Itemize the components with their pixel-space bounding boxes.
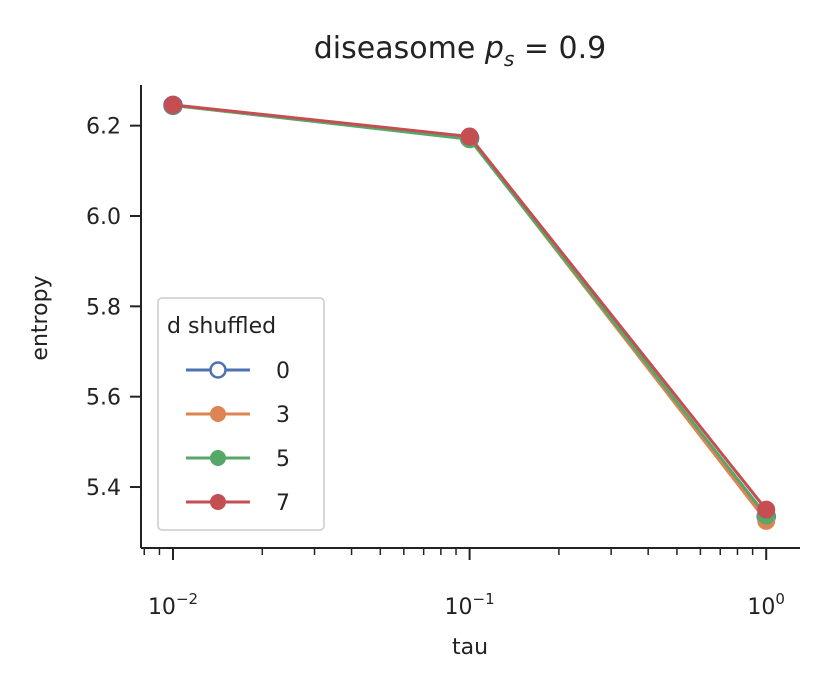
y-tick-label: 6.2 (86, 115, 121, 140)
legend-swatch-marker (210, 406, 226, 422)
series-7-point (164, 95, 183, 114)
y-tick-label: 6.0 (86, 205, 121, 230)
y-axis-label: entropy (28, 275, 53, 360)
y-tick-label: 5.4 (86, 476, 121, 501)
x-tick-label: 10−2 (148, 590, 198, 620)
legend-label: 5 (276, 447, 290, 472)
plot-area (163, 95, 776, 530)
legend: d shuffled 0 3 5 7 (157, 297, 325, 531)
x-tick-label: 100 (747, 590, 785, 620)
series-7-point (460, 127, 479, 146)
y-axis-ticks: 5.4 5.6 5.8 6.0 6.2 (86, 115, 141, 501)
y-tick-label: 5.6 (86, 386, 121, 411)
y-tick-label: 5.8 (86, 295, 121, 320)
series-7-point (757, 500, 776, 519)
legend-label: 0 (276, 359, 290, 384)
chart-title: diseasome ps = 0.9 (314, 31, 606, 71)
legend-title: d shuffled (167, 314, 276, 339)
x-axis-ticks: 10−2 10−1 100 (143, 548, 785, 620)
legend-swatch-marker (210, 450, 226, 466)
legend-label: 3 (276, 403, 290, 428)
x-axis-label: tau (452, 635, 488, 660)
legend-label: 7 (276, 491, 290, 516)
legend-items: 0 3 5 7 (186, 359, 290, 516)
x-tick-label: 10−1 (445, 590, 495, 620)
legend-swatch-marker (210, 494, 226, 510)
legend-swatch-marker (209, 361, 227, 379)
